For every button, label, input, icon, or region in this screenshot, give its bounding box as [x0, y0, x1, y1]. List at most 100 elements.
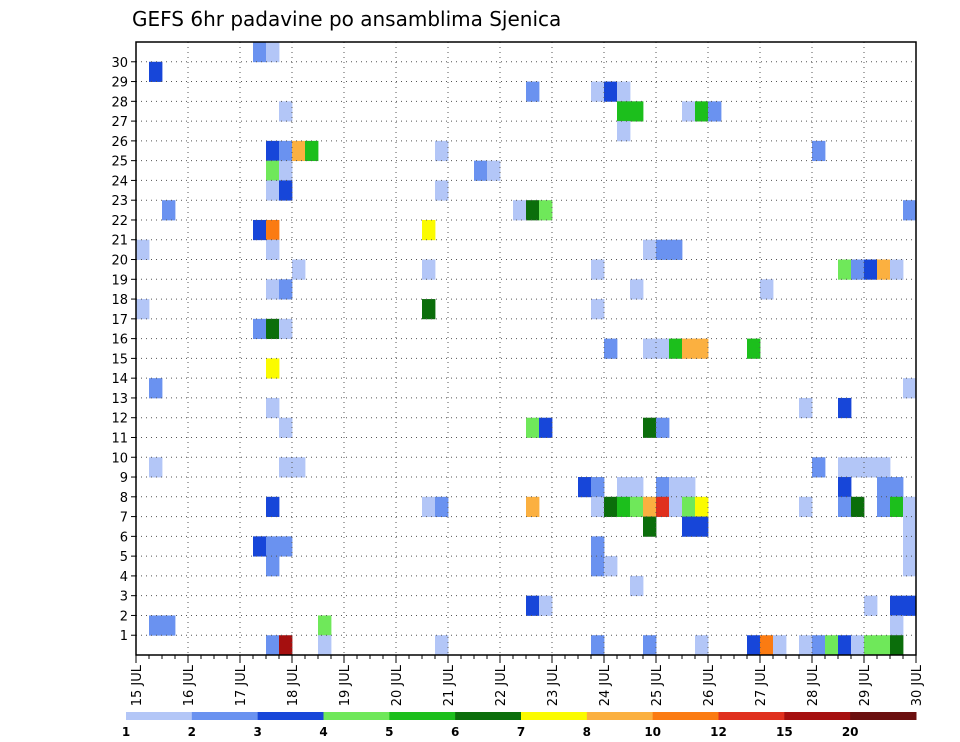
y-tick-label: 8 — [120, 491, 128, 506]
y-tick-label: 6 — [120, 530, 128, 545]
heatmap-cell — [708, 101, 722, 122]
heatmap-cell — [890, 496, 904, 517]
heatmap-cell — [799, 496, 813, 517]
x-tick-label: 17 JUL — [234, 664, 249, 706]
heatmap-cell — [669, 477, 683, 498]
colorbar-label: 12 — [710, 725, 727, 739]
heatmap-cell — [877, 259, 891, 280]
colorbar-swatch — [323, 712, 390, 720]
heatmap-cell — [279, 536, 293, 557]
heatmap-cell — [591, 635, 605, 656]
heatmap-cell — [292, 259, 306, 280]
heatmap-cell — [591, 477, 605, 498]
heatmap-cell — [890, 259, 904, 280]
heatmap-cell — [630, 279, 644, 300]
heatmap-cell — [695, 496, 709, 517]
heatmap-cell — [747, 338, 761, 359]
heatmap-cell — [903, 556, 917, 577]
heatmap-cell — [851, 496, 865, 517]
x-tick-label: 30 JUL — [910, 664, 925, 706]
heatmap-cell — [877, 635, 891, 656]
colorbar-swatch — [850, 712, 917, 720]
y-tick-label: 11 — [111, 431, 128, 446]
heatmap-cell — [253, 219, 267, 241]
x-tick-label: 24 JUL — [598, 664, 613, 706]
x-tick-label: 25 JUL — [650, 664, 665, 706]
heatmap-cell — [799, 635, 813, 656]
heatmap-cell — [877, 496, 891, 517]
heatmap-cell — [812, 140, 826, 162]
heatmap-cell — [903, 536, 917, 557]
y-tick-label: 16 — [111, 333, 128, 348]
heatmap-cell — [643, 516, 657, 537]
heatmap-cell — [630, 477, 644, 498]
heatmap-cell — [539, 595, 553, 616]
x-tick-label: 16 JUL — [182, 664, 197, 706]
heatmap-cell — [812, 457, 826, 478]
heatmap-cell — [435, 140, 449, 162]
heatmap-cell — [266, 556, 280, 577]
heatmap-cell — [162, 200, 176, 221]
heatmap-cell — [630, 575, 644, 597]
heatmap-cell — [656, 239, 670, 260]
colorbar-label: 4 — [319, 725, 327, 739]
heatmap-cell — [617, 477, 631, 498]
heatmap-cell — [435, 635, 449, 656]
heatmap-cell — [253, 318, 267, 340]
heatmap-cell — [604, 496, 618, 517]
y-tick-label: 1 — [120, 629, 128, 644]
heatmap-cell — [864, 259, 878, 280]
heatmap-cell — [539, 417, 553, 438]
heatmap-cell — [279, 101, 293, 122]
y-tick-label: 3 — [120, 590, 128, 605]
heatmap-cell — [266, 180, 280, 201]
x-tick-label: 20 JUL — [390, 664, 405, 706]
heatmap-cell — [266, 358, 280, 379]
heatmap-cell — [266, 219, 280, 241]
colorbar: 1 2 3 4 5 6 7 8 10 12 15 20 — [122, 712, 917, 739]
x-tick-label: 19 JUL — [338, 664, 353, 706]
y-tick-label: 30 — [111, 56, 128, 71]
heatmap-cell — [266, 318, 280, 340]
heatmap-cell — [279, 180, 293, 201]
y-tick-label: 5 — [120, 550, 128, 565]
heatmap-cell — [149, 61, 163, 82]
heatmap-cell — [643, 239, 657, 260]
heatmap-cell — [682, 516, 696, 537]
heatmap-cell — [266, 536, 280, 557]
heatmap-cell — [669, 239, 683, 260]
heatmap-cell — [799, 397, 813, 419]
heatmap-cell — [903, 516, 917, 537]
heatmap-cell — [682, 477, 696, 498]
colorbar-swatch — [389, 712, 456, 720]
heatmap-cell — [526, 595, 540, 616]
x-tick-label: 26 JUL — [702, 664, 717, 706]
heatmap-cell — [656, 496, 670, 517]
heatmap-cell — [604, 338, 618, 359]
heatmap-cell — [474, 160, 488, 181]
heatmap-cell — [656, 417, 670, 438]
heatmap-cell — [591, 81, 605, 102]
heatmap-cell — [903, 200, 917, 221]
heatmap-cell — [682, 338, 696, 359]
colorbar-label: 7 — [517, 725, 525, 739]
heatmap-cell — [617, 121, 631, 142]
heatmap-cell — [266, 160, 280, 181]
colorbar-label: 10 — [644, 725, 661, 739]
y-tick-label: 19 — [111, 273, 128, 288]
heatmap-cell — [591, 259, 605, 280]
colorbar-label: 15 — [776, 725, 793, 739]
heatmap-cell — [864, 457, 878, 478]
y-tick-label: 22 — [111, 214, 128, 229]
heatmap-cell — [643, 635, 657, 656]
heatmap-cell — [487, 160, 501, 181]
heatmap-cell — [617, 496, 631, 517]
heatmap-cell — [435, 180, 449, 201]
heatmap-cell — [604, 81, 618, 102]
heatmap-cell — [838, 635, 852, 656]
heatmap-cell — [643, 417, 657, 438]
colorbar-swatch — [126, 712, 193, 720]
y-tick-label: 28 — [111, 95, 128, 110]
colorbar-label: 20 — [842, 725, 859, 739]
colorbar-swatch — [257, 712, 324, 720]
